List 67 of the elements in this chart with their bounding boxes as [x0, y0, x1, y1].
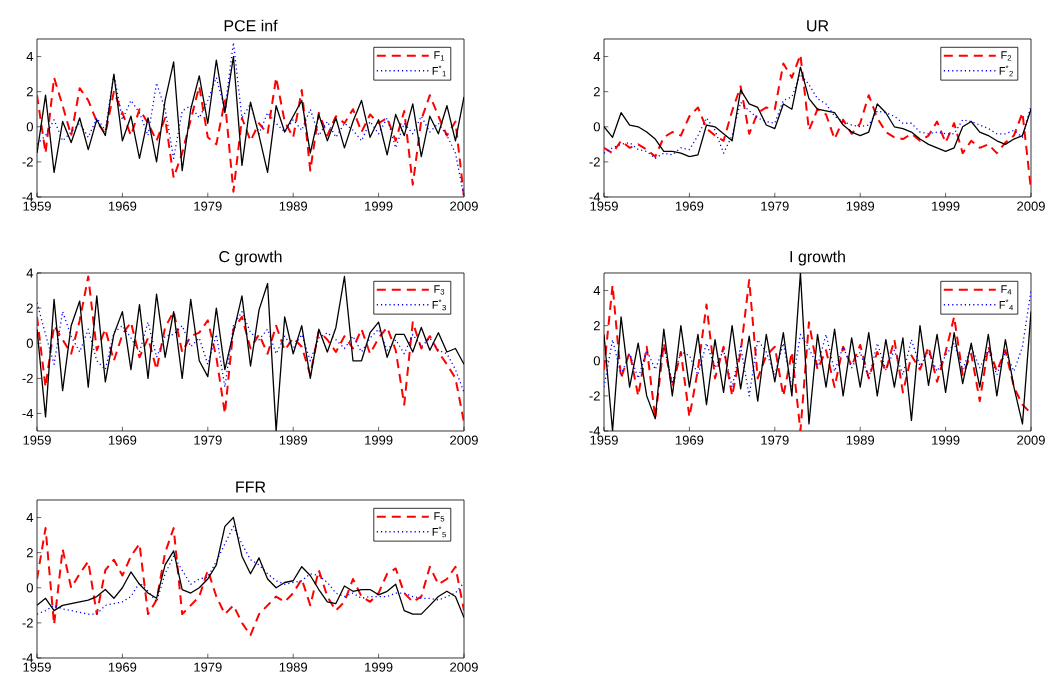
y-tick-label: 4	[593, 286, 601, 296]
x-tick-label: 1989	[846, 201, 875, 211]
y-tick-label: -4	[22, 192, 34, 202]
y-tick-label: -2	[22, 618, 33, 628]
x-tick-label: 1989	[846, 435, 875, 445]
y-tick-label: 2	[26, 548, 33, 558]
legend-label: F$_{2}$	[1001, 51, 1012, 61]
y-tick-label: -2	[22, 157, 33, 167]
legend-label: F$_{1}$	[434, 51, 445, 61]
x-tick-label: 1999	[365, 662, 393, 672]
y-tick-label: -2	[22, 373, 33, 383]
y-tick-label: 0	[593, 122, 600, 132]
y-tick-label: -4	[589, 192, 601, 202]
chart-title: C growth	[219, 250, 282, 266]
y-tick-label: 4	[26, 52, 34, 62]
y-tick-label: -4	[22, 653, 34, 663]
y-tick-label: 4	[26, 268, 34, 278]
x-tick-label: 1989	[279, 201, 308, 211]
y-tick-label: 4	[593, 52, 601, 62]
x-tick-label: 1969	[108, 662, 137, 672]
legend-label: F$_{4}$	[1001, 285, 1012, 295]
x-tick-label: 1989	[279, 662, 308, 672]
y-tick-label: -2	[589, 391, 600, 401]
x-tick-label: 1959	[590, 435, 618, 445]
x-tick-label: 1969	[675, 201, 704, 211]
x-tick-label: 1979	[761, 435, 789, 445]
x-tick-label: 1999	[365, 201, 393, 211]
chart-title: FFR	[236, 481, 266, 493]
chart-title: I growth	[790, 250, 845, 266]
x-tick-label: 1969	[108, 201, 137, 211]
x-tick-label: 2009	[450, 435, 478, 445]
x-tick-label: 1979	[194, 435, 222, 445]
x-tick-label: 1979	[194, 662, 222, 672]
x-tick-label: 2009	[1017, 201, 1045, 211]
x-tick-label: 1979	[761, 201, 789, 211]
line-series	[37, 302, 464, 394]
y-tick-label: -4	[22, 408, 34, 418]
x-tick-label: 1999	[365, 435, 393, 445]
y-tick-label: 2	[593, 87, 600, 97]
line-series	[37, 527, 464, 637]
y-tick-label: -4	[589, 426, 601, 436]
x-tick-label: 1959	[23, 662, 51, 672]
x-tick-label: 2009	[1017, 435, 1045, 445]
x-tick-label: 1959	[23, 201, 51, 211]
x-tick-label: 2009	[450, 662, 478, 672]
legend-label: F$_{5}$	[434, 512, 445, 522]
y-tick-label: 2	[26, 87, 33, 97]
x-tick-label: 2009	[450, 201, 478, 211]
chart-title: PCE inf	[224, 19, 278, 32]
x-tick-label: 1989	[279, 435, 308, 445]
x-tick-label: 1959	[590, 201, 618, 211]
x-tick-label: 1959	[23, 435, 51, 445]
x-tick-label: 1999	[932, 201, 960, 211]
y-tick-label: 0	[593, 356, 600, 366]
y-tick-label: 0	[26, 583, 33, 593]
chart-title: UR	[807, 20, 829, 32]
legend-label: F$_{3}$	[434, 285, 445, 295]
y-tick-label: 4	[26, 513, 34, 523]
x-tick-label: 1969	[675, 435, 704, 445]
x-tick-label: 1969	[108, 435, 137, 445]
y-tick-label: 0	[26, 122, 33, 132]
y-tick-label: -2	[589, 157, 600, 167]
y-tick-label: 0	[26, 338, 33, 348]
y-tick-label: 2	[26, 303, 33, 313]
x-tick-label: 1979	[194, 201, 222, 211]
x-tick-label: 1999	[932, 435, 960, 445]
y-tick-label: 2	[593, 321, 600, 331]
